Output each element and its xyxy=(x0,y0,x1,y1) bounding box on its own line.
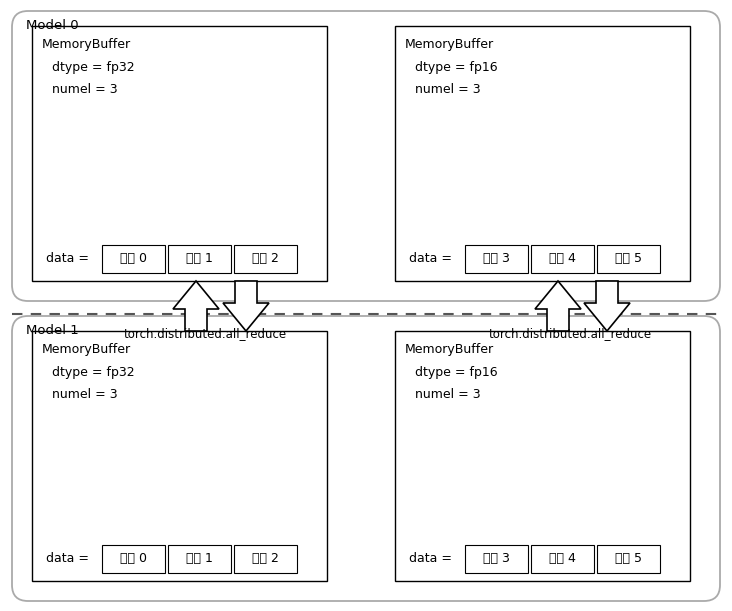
Text: data =: data = xyxy=(409,252,452,266)
Text: 张量 3: 张量 3 xyxy=(483,252,510,266)
Text: torch.distributed.all_reduce: torch.distributed.all_reduce xyxy=(124,327,286,340)
Text: torch.distributed.all_reduce: torch.distributed.all_reduce xyxy=(488,327,651,340)
Bar xyxy=(395,331,690,581)
Text: numel = 3: numel = 3 xyxy=(52,83,118,96)
Text: numel = 3: numel = 3 xyxy=(52,388,118,401)
Bar xyxy=(465,545,528,573)
Text: 张量 0: 张量 0 xyxy=(120,552,147,566)
Text: 张量 5: 张量 5 xyxy=(615,552,642,566)
Text: dtype = fp32: dtype = fp32 xyxy=(52,61,135,74)
Text: MemoryBuffer: MemoryBuffer xyxy=(405,343,494,356)
Bar xyxy=(168,245,231,273)
FancyBboxPatch shape xyxy=(12,316,720,601)
Bar xyxy=(32,26,327,281)
Bar xyxy=(32,331,327,581)
Bar xyxy=(531,245,594,273)
Text: 张量 2: 张量 2 xyxy=(252,552,279,566)
Text: data =: data = xyxy=(46,252,89,266)
Text: MemoryBuffer: MemoryBuffer xyxy=(42,38,131,51)
Text: numel = 3: numel = 3 xyxy=(415,83,481,96)
Polygon shape xyxy=(173,281,219,331)
Bar xyxy=(531,545,594,573)
Bar xyxy=(234,245,297,273)
Bar xyxy=(465,245,528,273)
Polygon shape xyxy=(535,281,581,331)
Text: data =: data = xyxy=(409,552,452,566)
Text: 张量 4: 张量 4 xyxy=(549,252,576,266)
Text: 张量 3: 张量 3 xyxy=(483,552,510,566)
Bar xyxy=(597,245,660,273)
Text: dtype = fp16: dtype = fp16 xyxy=(415,366,498,379)
Bar xyxy=(395,26,690,281)
Polygon shape xyxy=(584,281,630,331)
Bar xyxy=(102,545,165,573)
Bar xyxy=(597,545,660,573)
Text: 张量 0: 张量 0 xyxy=(120,252,147,266)
Bar xyxy=(168,545,231,573)
Text: 张量 1: 张量 1 xyxy=(186,252,213,266)
Text: Model 1: Model 1 xyxy=(26,324,79,337)
Text: 张量 2: 张量 2 xyxy=(252,252,279,266)
Text: MemoryBuffer: MemoryBuffer xyxy=(405,38,494,51)
Text: data =: data = xyxy=(46,552,89,566)
Text: dtype = fp16: dtype = fp16 xyxy=(415,61,498,74)
Text: dtype = fp32: dtype = fp32 xyxy=(52,366,135,379)
Text: numel = 3: numel = 3 xyxy=(415,388,481,401)
Polygon shape xyxy=(223,281,269,331)
FancyBboxPatch shape xyxy=(12,11,720,301)
Text: 张量 1: 张量 1 xyxy=(186,552,213,566)
Text: 张量 5: 张量 5 xyxy=(615,252,642,266)
Text: Model 0: Model 0 xyxy=(26,19,78,32)
Text: 张量 4: 张量 4 xyxy=(549,552,576,566)
Bar xyxy=(234,545,297,573)
Text: MemoryBuffer: MemoryBuffer xyxy=(42,343,131,356)
Bar xyxy=(102,245,165,273)
